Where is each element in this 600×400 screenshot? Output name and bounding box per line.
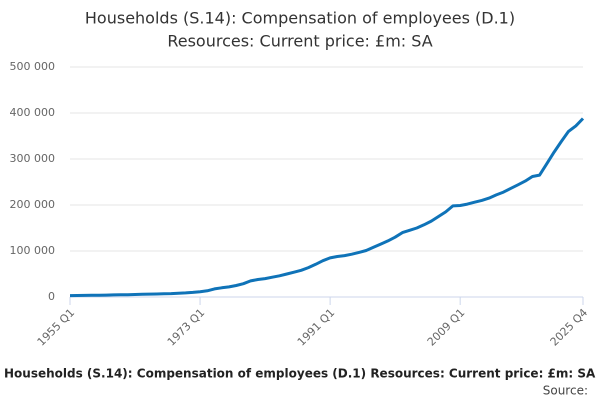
footer-title: Households (S.14): Compensation of emplo… bbox=[4, 367, 596, 381]
data-line bbox=[69, 117, 585, 298]
x-tick-label: 2025 Q4 bbox=[548, 306, 591, 349]
chart-subtitle: Resources: Current price: £m: SA bbox=[167, 32, 432, 51]
y-tick-label: 200 000 bbox=[10, 198, 56, 211]
source: Source: bbox=[543, 384, 588, 398]
y-tick-label: 300 000 bbox=[10, 152, 56, 165]
y-tick-label: 400 000 bbox=[10, 106, 56, 119]
y-tick-label: 0 bbox=[48, 290, 55, 303]
x-tick-label: 1955 Q1 bbox=[35, 306, 78, 349]
y-tick-label: 100 000 bbox=[10, 244, 56, 257]
x-tick-label: 1973 Q1 bbox=[165, 306, 208, 349]
y-tick-label: 500 000 bbox=[10, 60, 56, 73]
x-tick-label: 1991 Q1 bbox=[295, 306, 338, 349]
x-tick-label: 2009 Q1 bbox=[425, 306, 468, 349]
chart-title: Households (S.14): Compensation of emplo… bbox=[85, 9, 515, 28]
